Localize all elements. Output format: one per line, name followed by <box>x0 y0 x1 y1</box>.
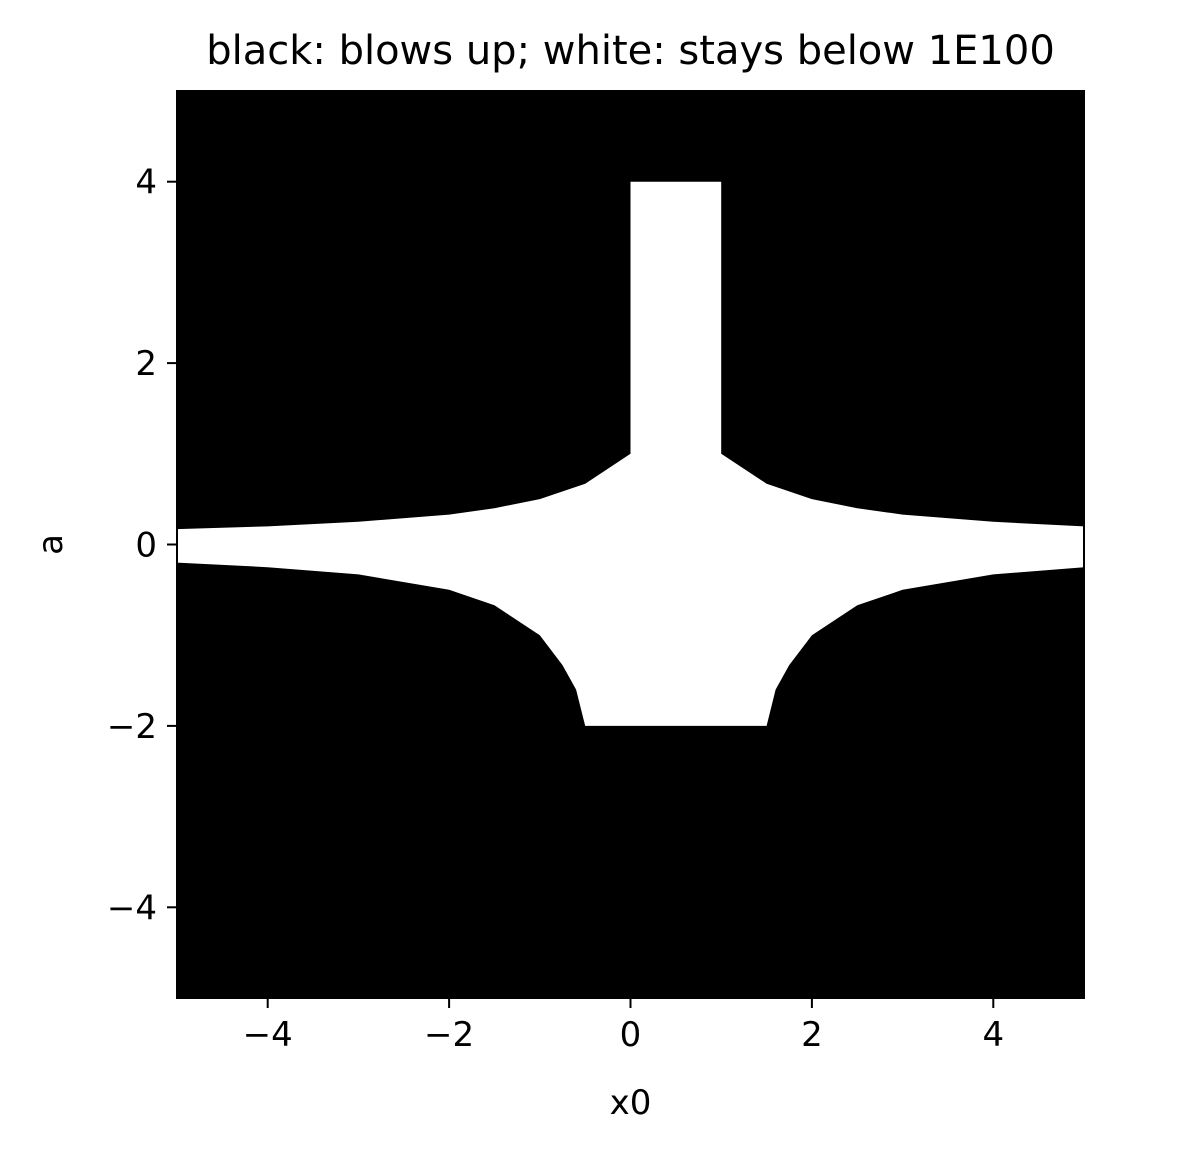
y-tick-label: 2 <box>135 344 157 384</box>
chart-title: black: blows up; white: stays below 1E10… <box>206 28 1055 74</box>
y-tick-label: 4 <box>135 163 157 203</box>
x-tick-label: 2 <box>801 1015 823 1055</box>
bounded-region <box>177 181 1084 726</box>
x-tick-label: 0 <box>620 1015 642 1055</box>
x-axis-label: x0 <box>610 1083 652 1123</box>
y-tick-label: −2 <box>107 707 157 747</box>
x-tick-label: −4 <box>243 1015 293 1055</box>
y-axis-label: a <box>31 534 71 555</box>
y-tick-label: −4 <box>107 888 157 928</box>
x-tick-label: −2 <box>424 1015 474 1055</box>
x-tick-label: 4 <box>982 1015 1004 1055</box>
y-tick-label: 0 <box>135 526 157 566</box>
